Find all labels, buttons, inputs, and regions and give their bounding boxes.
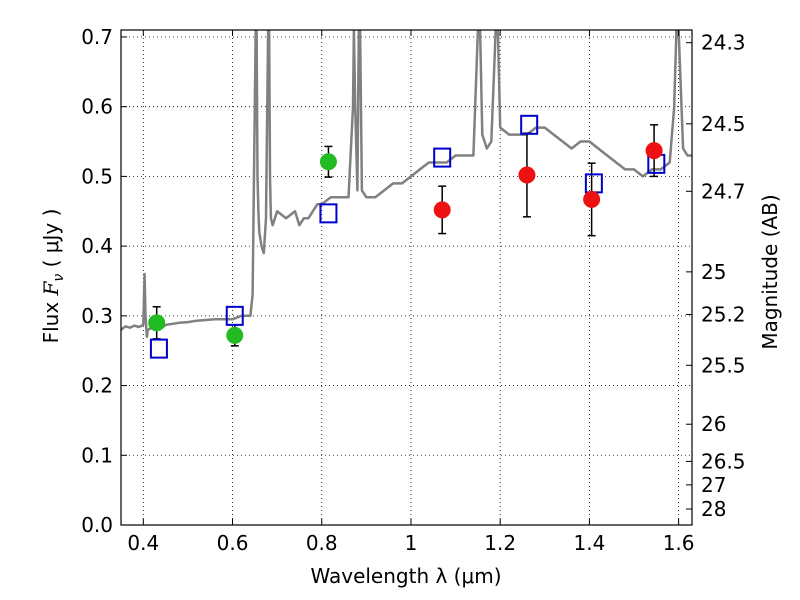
error-bar-layer [152,124,659,347]
x-tick-label: 1.2 [484,531,516,555]
right-tick-label: 24.5 [701,112,746,136]
y-tick-label: 0.3 [81,304,113,328]
x-tick-label: 0.6 [217,531,249,555]
model-square-marker [433,147,452,168]
right-tick-label: 28 [701,497,726,521]
grid-lines [121,30,692,526]
y-tick-label: 0.1 [81,443,113,467]
y-tick-label: 0.6 [81,95,113,119]
x-axis-label: Wavelength λ (μm) [310,564,501,588]
green-data-point [319,153,337,171]
green-data-point [148,314,166,332]
y-axis-label: Flux Fν ( μJy ) [39,209,67,344]
model-square-marker [149,338,168,359]
y-tick-label: 0.7 [81,25,113,49]
spectrum-layer [121,30,692,339]
x-tick-label: 1.4 [573,531,605,555]
y-tick-label: 0.5 [81,164,113,188]
right-tick-label: 24.3 [701,31,746,55]
x-tick-label: 0.4 [127,531,159,555]
right-tick-label: 25.5 [701,353,746,377]
tick-layer: 0.4 0.6 0.8 1 1.2 1.4 1.6 0.0 0.1 0.2 0.3 0.4 0.5 0.6… [81,25,745,555]
red-data-point [433,201,451,219]
plot-frame [120,29,693,526]
x-tick-label: 1.6 [663,531,695,555]
green-data-point [226,326,244,344]
model-square-marker [225,305,244,326]
model-square-marker [584,173,603,194]
red-data-point [518,166,536,184]
model-square-marker [319,203,338,224]
right-tick-label: 25.2 [701,302,746,326]
marker-layer [148,114,666,359]
y-tick-label: 0.2 [81,374,113,398]
right-tick-label: 26.5 [701,449,746,473]
y-tick-label: 0.0 [81,513,113,537]
model-square-marker [520,114,539,135]
right-tick-label: 24.7 [701,179,746,203]
x-tick-label: 0.8 [306,531,338,555]
right-tick-label: 26 [701,412,726,436]
red-data-point [583,190,601,208]
right-tick-label: 27 [701,473,726,497]
y-tick-label: 0.4 [81,234,113,258]
spectrum-line [121,30,692,339]
x-tick-label: 1 [405,531,418,555]
red-data-point [645,142,663,160]
right-tick-label: 25 [701,260,726,284]
right-axis-label: Magnitude (AB) [758,194,782,349]
